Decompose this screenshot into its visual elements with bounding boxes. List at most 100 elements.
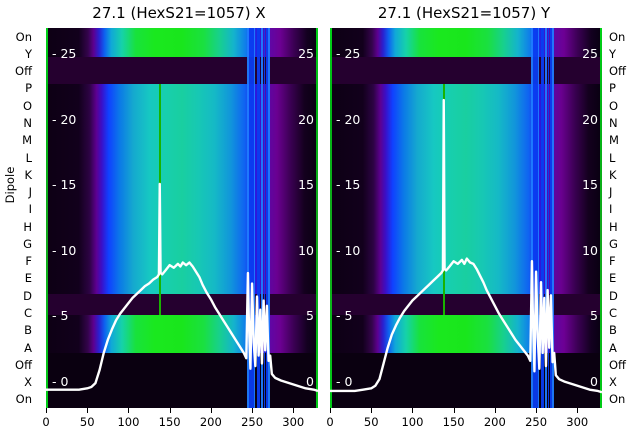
right-category-axis: On Y Off P O N M L K J I H G F E D C B A Off X On bbox=[606, 28, 640, 408]
category-tick-label: On bbox=[15, 29, 32, 44]
inner-y-tick-label: 0 bbox=[590, 373, 598, 389]
x-tick-mark bbox=[494, 408, 496, 413]
inner-y-tick-label: 20 bbox=[298, 111, 314, 127]
category-tick-label: D bbox=[23, 288, 32, 303]
heatmap-gap-band bbox=[46, 352, 318, 408]
category-tick-label: A bbox=[609, 340, 617, 355]
inner-y-tick-label: - 25 bbox=[52, 46, 77, 62]
inner-y-tick-label: 15 bbox=[298, 177, 314, 193]
inner-y-tick-label: 5 bbox=[306, 308, 314, 324]
inner-y-tick-label: 5 bbox=[590, 308, 598, 324]
profile-trace bbox=[46, 182, 318, 393]
inner-y-tick-label: 10 bbox=[582, 242, 598, 258]
inner-y-tick-label: - 10 bbox=[336, 242, 361, 258]
inner-y-tick-label: - 20 bbox=[336, 111, 361, 127]
x-tick-mark bbox=[371, 408, 373, 413]
vertical-stripe bbox=[263, 28, 266, 408]
panel-edge-strip bbox=[330, 28, 332, 408]
vertical-stripe bbox=[542, 28, 545, 408]
vertical-stripe bbox=[533, 28, 535, 408]
x-tick-label: 50 bbox=[79, 415, 95, 429]
category-tick-label: Off bbox=[15, 64, 32, 79]
x-tick-label: 300 bbox=[566, 415, 589, 429]
x-tick-mark bbox=[577, 408, 579, 413]
vertical-stripe bbox=[258, 28, 261, 408]
panel-title-y: 27.1 (HexS21=1057) Y bbox=[377, 4, 551, 22]
category-tick-label: Off bbox=[609, 357, 626, 372]
category-tick-label: On bbox=[15, 392, 32, 407]
x-tick-label: 250 bbox=[241, 415, 264, 429]
inner-y-tick-label: 20 bbox=[582, 111, 598, 127]
x-tick-label: 200 bbox=[199, 415, 222, 429]
category-tick-label: F bbox=[609, 254, 616, 269]
category-tick-label: L bbox=[25, 150, 32, 165]
heatmap-gap-band bbox=[46, 56, 318, 85]
vertical-stripe bbox=[545, 28, 548, 408]
category-tick-label: C bbox=[609, 306, 618, 320]
category-tick-label: C bbox=[23, 306, 32, 320]
x-tick-label: 0 bbox=[42, 415, 50, 429]
x-axis-panel-y: 0 50 100 150 200 250 300 bbox=[326, 408, 602, 440]
inner-y-tick-label: 0 bbox=[306, 373, 314, 389]
vertical-stripe bbox=[251, 28, 254, 408]
category-tick-label: K bbox=[609, 167, 617, 182]
inner-y-tick-label: - 15 bbox=[52, 177, 77, 193]
category-tick-label: E bbox=[609, 271, 617, 286]
x-tick-label: 150 bbox=[442, 415, 465, 429]
inner-y-tick-label: 25 bbox=[582, 46, 598, 62]
category-tick-label: N bbox=[609, 116, 618, 130]
vertical-stripe bbox=[531, 28, 534, 408]
x-tick-mark bbox=[330, 408, 331, 413]
vertical-stripe bbox=[268, 28, 270, 408]
vertical-stripe bbox=[552, 28, 554, 408]
category-tick-label: F bbox=[25, 254, 32, 269]
x-tick-mark bbox=[412, 408, 414, 413]
category-tick-label: G bbox=[23, 236, 32, 251]
category-tick-label: G bbox=[609, 236, 618, 251]
x-tick-label: 250 bbox=[525, 415, 548, 429]
vertical-stripe bbox=[537, 28, 540, 408]
category-tick-label: H bbox=[609, 219, 618, 234]
x-tick-mark bbox=[87, 408, 89, 413]
heatmap-gap-band bbox=[330, 352, 602, 408]
inner-y-tick-label: - 0 bbox=[52, 373, 69, 389]
category-tick-label: J bbox=[609, 185, 613, 200]
inner-y-tick-label: - 15 bbox=[336, 177, 361, 193]
vertical-stripe bbox=[549, 28, 553, 408]
x-tick-mark bbox=[169, 408, 171, 413]
category-tick-label: O bbox=[22, 98, 32, 113]
category-tick-label: X bbox=[24, 375, 32, 390]
vertical-stripe bbox=[265, 28, 269, 408]
heatmap-panel-x[interactable]: - 0 0 - 5 5 - 10 10 - 15 15 - 20 20 - 25 25 bbox=[46, 28, 318, 408]
category-tick-label: J bbox=[28, 185, 32, 200]
heatmap-strip bbox=[330, 314, 602, 353]
heatmap-strip bbox=[46, 314, 318, 353]
left-category-axis: On Y Off P O N M L K J I H G F E D C B A Off X On bbox=[0, 28, 34, 408]
category-tick-label: P bbox=[25, 81, 32, 96]
inner-y-tick-label: - 0 bbox=[336, 373, 353, 389]
category-tick-label: Y bbox=[24, 46, 32, 61]
panel-edge-strip bbox=[316, 28, 318, 408]
inner-y-tick-label: - 5 bbox=[336, 308, 353, 324]
category-tick-label: Off bbox=[15, 357, 32, 372]
category-tick-label: H bbox=[23, 219, 32, 234]
heatmap-strip bbox=[46, 28, 318, 57]
category-tick-label: A bbox=[24, 340, 32, 355]
category-tick-label: N bbox=[23, 116, 32, 130]
inner-y-tick-label: - 5 bbox=[52, 308, 69, 324]
vertical-stripe bbox=[261, 28, 264, 408]
inner-y-tick-label: 10 bbox=[298, 242, 314, 258]
heatmap-strip bbox=[330, 28, 602, 57]
category-tick-label: Y bbox=[609, 46, 617, 61]
profile-trace bbox=[330, 98, 602, 394]
category-tick-label: P bbox=[609, 81, 616, 96]
category-tick-label: L bbox=[609, 150, 616, 165]
category-tick-label: I bbox=[609, 202, 613, 217]
category-tick-label: D bbox=[609, 288, 618, 303]
category-tick-label: I bbox=[28, 202, 32, 217]
vertical-stripe bbox=[547, 28, 550, 408]
x-tick-label: 100 bbox=[401, 415, 424, 429]
inner-y-tick-label: 25 bbox=[298, 46, 314, 62]
heatmap-panel-y[interactable]: - 0 0 - 5 5 - 10 10 - 15 15 - 20 20 - 25 25 bbox=[330, 28, 602, 408]
